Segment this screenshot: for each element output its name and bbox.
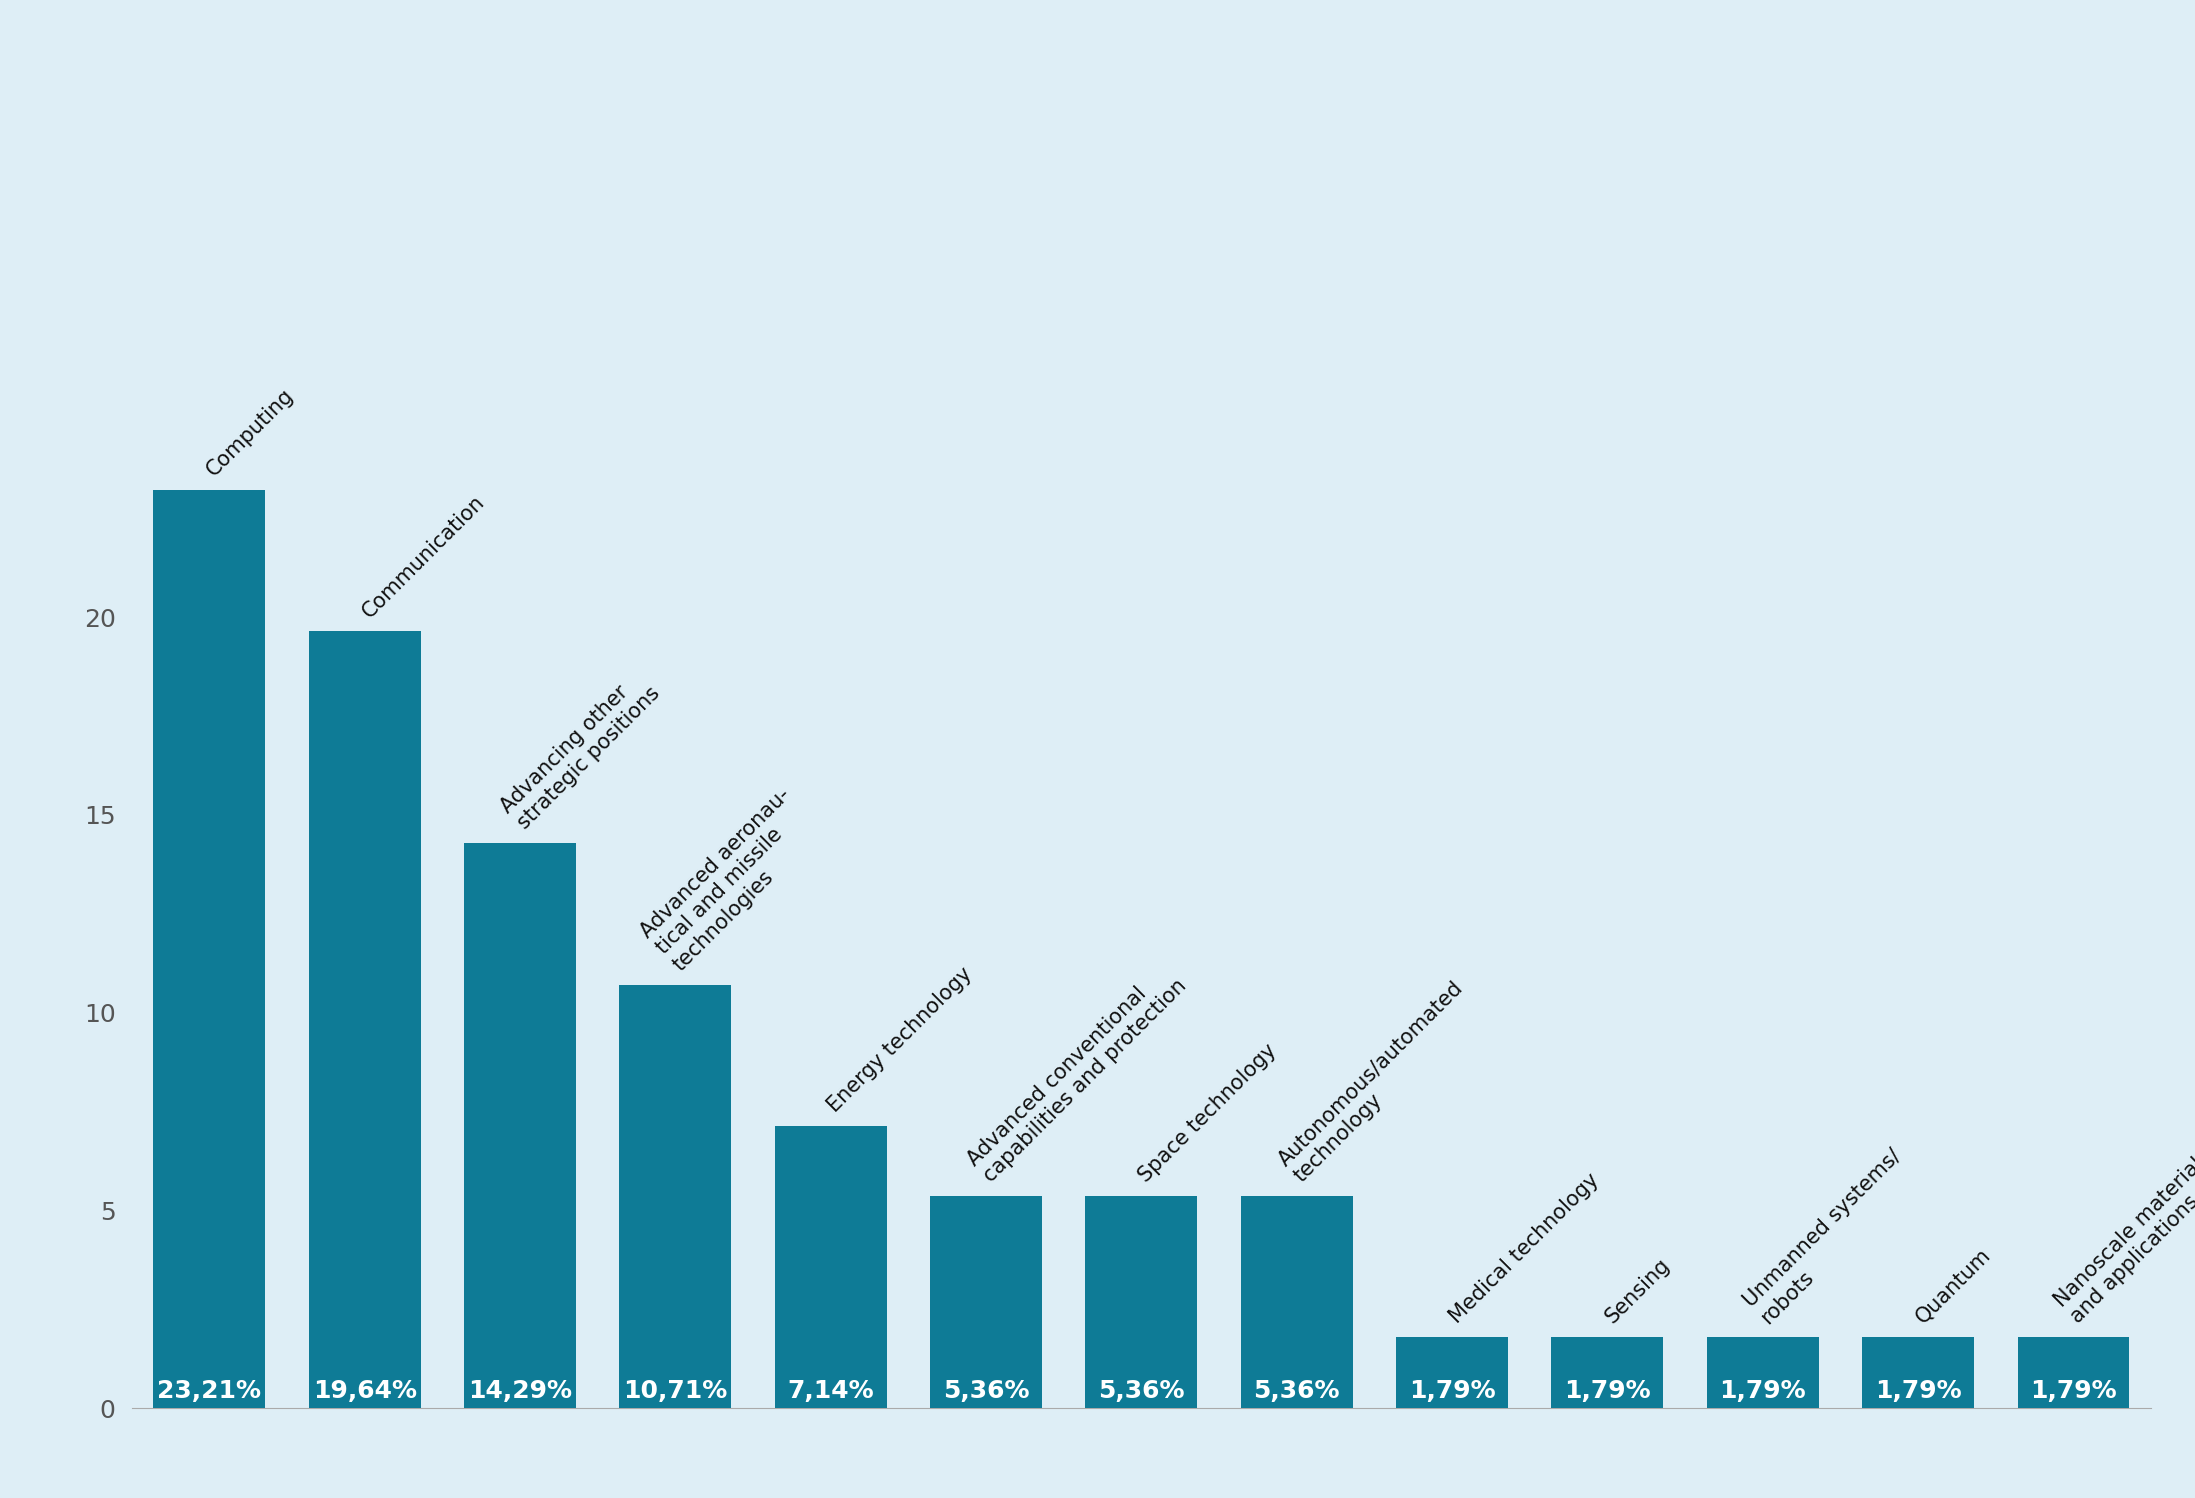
Text: 1,79%: 1,79% bbox=[1875, 1380, 1962, 1404]
Text: 1,79%: 1,79% bbox=[1719, 1380, 1806, 1404]
Text: Autonomous/automated
technology: Autonomous/automated technology bbox=[1273, 977, 1484, 1186]
Text: 5,36%: 5,36% bbox=[944, 1380, 1029, 1404]
Text: Energy technology: Energy technology bbox=[825, 963, 977, 1116]
Text: 1,79%: 1,79% bbox=[2030, 1380, 2116, 1404]
Text: 23,21%: 23,21% bbox=[158, 1380, 261, 1404]
Text: 1,79%: 1,79% bbox=[1409, 1380, 1495, 1404]
Bar bbox=[1861, 1338, 1973, 1408]
Text: Nanoscale materials
and applications: Nanoscale materials and applications bbox=[2050, 1146, 2195, 1327]
Text: Unmanned systems/
robots: Unmanned systems/ robots bbox=[1741, 1146, 1921, 1327]
Text: Sensing: Sensing bbox=[1600, 1255, 1673, 1327]
Bar bbox=[463, 843, 575, 1408]
Bar bbox=[775, 1126, 887, 1408]
Bar bbox=[2017, 1338, 2129, 1408]
Text: Space technology: Space technology bbox=[1135, 1041, 1280, 1186]
Bar bbox=[1087, 1195, 1196, 1408]
Bar bbox=[1552, 1338, 1664, 1408]
Text: 5,36%: 5,36% bbox=[1098, 1380, 1185, 1404]
Text: Advanced conventional
capabilities and protection: Advanced conventional capabilities and p… bbox=[964, 959, 1190, 1186]
Text: Quantum: Quantum bbox=[1912, 1245, 1995, 1327]
Bar bbox=[931, 1195, 1043, 1408]
Text: 14,29%: 14,29% bbox=[468, 1380, 573, 1404]
Text: Advancing other
strategic positions: Advancing other strategic positions bbox=[498, 667, 663, 833]
Text: 1,79%: 1,79% bbox=[1565, 1380, 1651, 1404]
Text: Advanced aeronau-
tical and missile
technologies: Advanced aeronau- tical and missile tech… bbox=[637, 785, 828, 975]
Text: 5,36%: 5,36% bbox=[1253, 1380, 1339, 1404]
Text: Computing: Computing bbox=[202, 385, 299, 481]
Bar bbox=[309, 632, 421, 1408]
Text: Communication: Communication bbox=[358, 491, 489, 622]
Text: 7,14%: 7,14% bbox=[788, 1380, 874, 1404]
Bar bbox=[1240, 1195, 1352, 1408]
Bar bbox=[154, 490, 266, 1408]
Text: Medical technology: Medical technology bbox=[1447, 1170, 1602, 1327]
Bar bbox=[619, 984, 731, 1408]
Text: 10,71%: 10,71% bbox=[623, 1380, 727, 1404]
Bar bbox=[1396, 1338, 1508, 1408]
Bar bbox=[1708, 1338, 1820, 1408]
Text: 19,64%: 19,64% bbox=[312, 1380, 417, 1404]
